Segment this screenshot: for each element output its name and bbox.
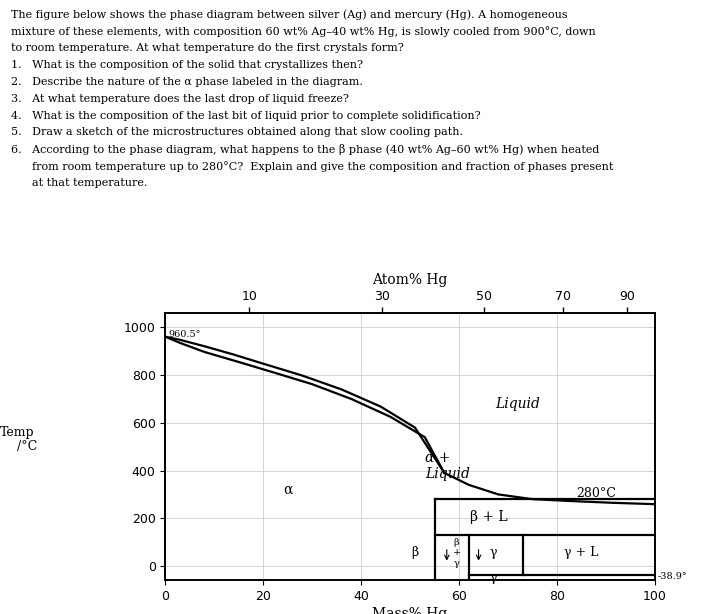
Text: 3.   At what temperature does the last drop of liquid freeze?: 3. At what temperature does the last dro…	[11, 94, 348, 104]
Text: 280°C: 280°C	[576, 487, 616, 500]
Text: 6.   According to the phase diagram, what happens to the β phase (40 wt% Ag–60 w: 6. According to the phase diagram, what …	[11, 144, 599, 155]
Text: /°C: /°C	[17, 440, 37, 454]
Text: to room temperature. At what temperature do the first crystals form?: to room temperature. At what temperature…	[11, 43, 403, 53]
Text: Liquid: Liquid	[496, 397, 540, 411]
Text: α: α	[283, 483, 292, 497]
Text: 4.   What is the composition of the last bit of liquid prior to complete solidif: 4. What is the composition of the last b…	[11, 111, 480, 120]
Text: β
+
γ: β + γ	[453, 538, 460, 568]
Text: 960.5°: 960.5°	[168, 330, 200, 339]
Text: The figure below shows the phase diagram between silver (Ag) and mercury (Hg). A: The figure below shows the phase diagram…	[11, 9, 567, 20]
Text: α +
Liquid: α + Liquid	[425, 451, 470, 481]
Text: γ + L: γ + L	[564, 546, 598, 559]
Text: γ: γ	[489, 571, 497, 584]
Text: 2.   Describe the nature of the α phase labeled in the diagram.: 2. Describe the nature of the α phase la…	[11, 77, 363, 87]
Text: -38.9°: -38.9°	[657, 572, 687, 581]
Text: 5.   Draw a sketch of the microstructures obtained along that slow cooling path.: 5. Draw a sketch of the microstructures …	[11, 128, 463, 138]
Text: Temp: Temp	[0, 426, 35, 440]
Text: from room temperature up to 280°C?  Explain and give the composition and fractio: from room temperature up to 280°C? Expla…	[11, 161, 613, 172]
X-axis label: Atom% Hg: Atom% Hg	[372, 273, 448, 287]
Text: 1.   What is the composition of the solid that crystallizes then?: 1. What is the composition of the solid …	[11, 60, 363, 70]
X-axis label: Mass% Hg: Mass% Hg	[372, 607, 448, 614]
Text: β + L: β + L	[470, 510, 507, 524]
Text: at that temperature.: at that temperature.	[11, 178, 147, 188]
Text: mixture of these elements, with composition 60 wt% Ag–40 wt% Hg, is slowly coole: mixture of these elements, with composit…	[11, 26, 596, 37]
Text: γ: γ	[489, 546, 497, 559]
Text: β: β	[411, 546, 419, 559]
